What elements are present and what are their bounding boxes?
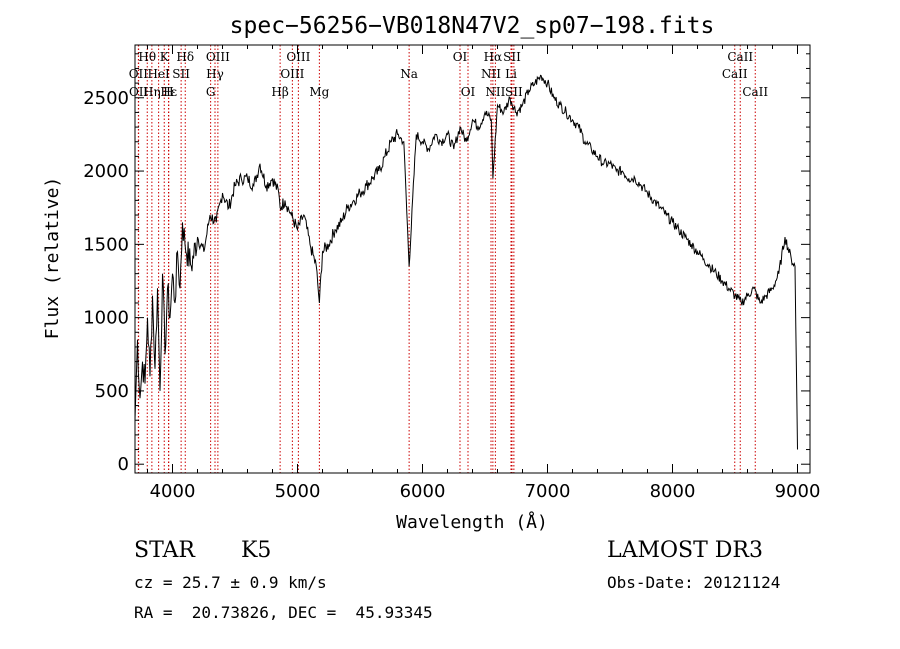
line-label: Na bbox=[400, 67, 418, 81]
line-label: OII bbox=[129, 67, 149, 81]
y-tick-label: 2000 bbox=[83, 161, 129, 182]
line-label: OI bbox=[453, 50, 468, 64]
line-label: Hθ bbox=[138, 50, 156, 64]
line-label: CaII bbox=[722, 67, 748, 81]
x-tick-label: 9000 bbox=[775, 481, 821, 502]
line-label: Hε bbox=[160, 85, 177, 99]
line-label: OIII bbox=[280, 67, 304, 81]
x-tick-label: 4000 bbox=[150, 481, 196, 502]
object-subclass: K5 bbox=[241, 538, 272, 563]
line-label: NII bbox=[481, 67, 501, 81]
line-label: OII bbox=[129, 85, 149, 99]
line-label: HeI bbox=[147, 67, 170, 81]
line-label: Hγ bbox=[206, 67, 224, 81]
chart-title: spec−56256−VB018N47V2_sp07−198.fits bbox=[230, 13, 715, 39]
y-axis-ticks: 0 500 1000 1500 2000 2500 bbox=[83, 53, 810, 475]
survey-name: LAMOST DR3 bbox=[607, 538, 763, 563]
line-label: SII bbox=[505, 85, 523, 99]
line-label: Li bbox=[505, 67, 517, 81]
x-axis-ticks: 4000 5000 6000 7000 8000 9000 bbox=[147, 45, 821, 502]
spectrum-series-line bbox=[134, 74, 798, 450]
y-tick-label: 0 bbox=[118, 454, 129, 475]
y-tick-label: 2500 bbox=[83, 88, 129, 109]
line-label: OIII bbox=[286, 50, 310, 64]
line-label: G bbox=[206, 85, 216, 99]
y-axis-label: Flux (relative) bbox=[42, 177, 63, 340]
line-label: Hα bbox=[484, 50, 503, 64]
line-label: Hβ bbox=[271, 85, 288, 99]
y-tick-label: 1500 bbox=[83, 234, 129, 255]
spectral-line-markers bbox=[137, 45, 756, 473]
line-label: H bbox=[163, 85, 173, 99]
line-label: OIII bbox=[206, 50, 230, 64]
obs-date: Obs-Date: 20121124 bbox=[607, 573, 781, 592]
line-label: OI bbox=[461, 85, 476, 99]
x-tick-label: 8000 bbox=[650, 481, 696, 502]
redshift-text: cz = 25.7 ± 0.9 km/s bbox=[134, 573, 327, 592]
object-class: STAR bbox=[134, 538, 195, 563]
line-label: Mg bbox=[309, 85, 329, 99]
x-tick-label: 5000 bbox=[275, 481, 321, 502]
y-tick-label: 1000 bbox=[83, 308, 129, 329]
plot-frame bbox=[134, 44, 811, 474]
line-label: NII bbox=[485, 85, 505, 99]
x-tick-label: 6000 bbox=[400, 481, 446, 502]
line-label: Hη bbox=[143, 85, 161, 99]
line-label: Hδ bbox=[176, 50, 194, 64]
line-label: SII bbox=[172, 67, 190, 81]
line-label: CaII bbox=[742, 85, 768, 99]
ra-dec-text: RA = 20.73826, DEC = 45.93345 bbox=[134, 603, 433, 622]
x-axis-label: Wavelength (Å) bbox=[396, 511, 548, 533]
x-tick-label: 7000 bbox=[525, 481, 571, 502]
y-tick-label: 500 bbox=[95, 381, 129, 402]
line-label: CaII bbox=[727, 50, 753, 64]
line-label: K bbox=[160, 50, 170, 64]
line-label: SII bbox=[503, 50, 521, 64]
